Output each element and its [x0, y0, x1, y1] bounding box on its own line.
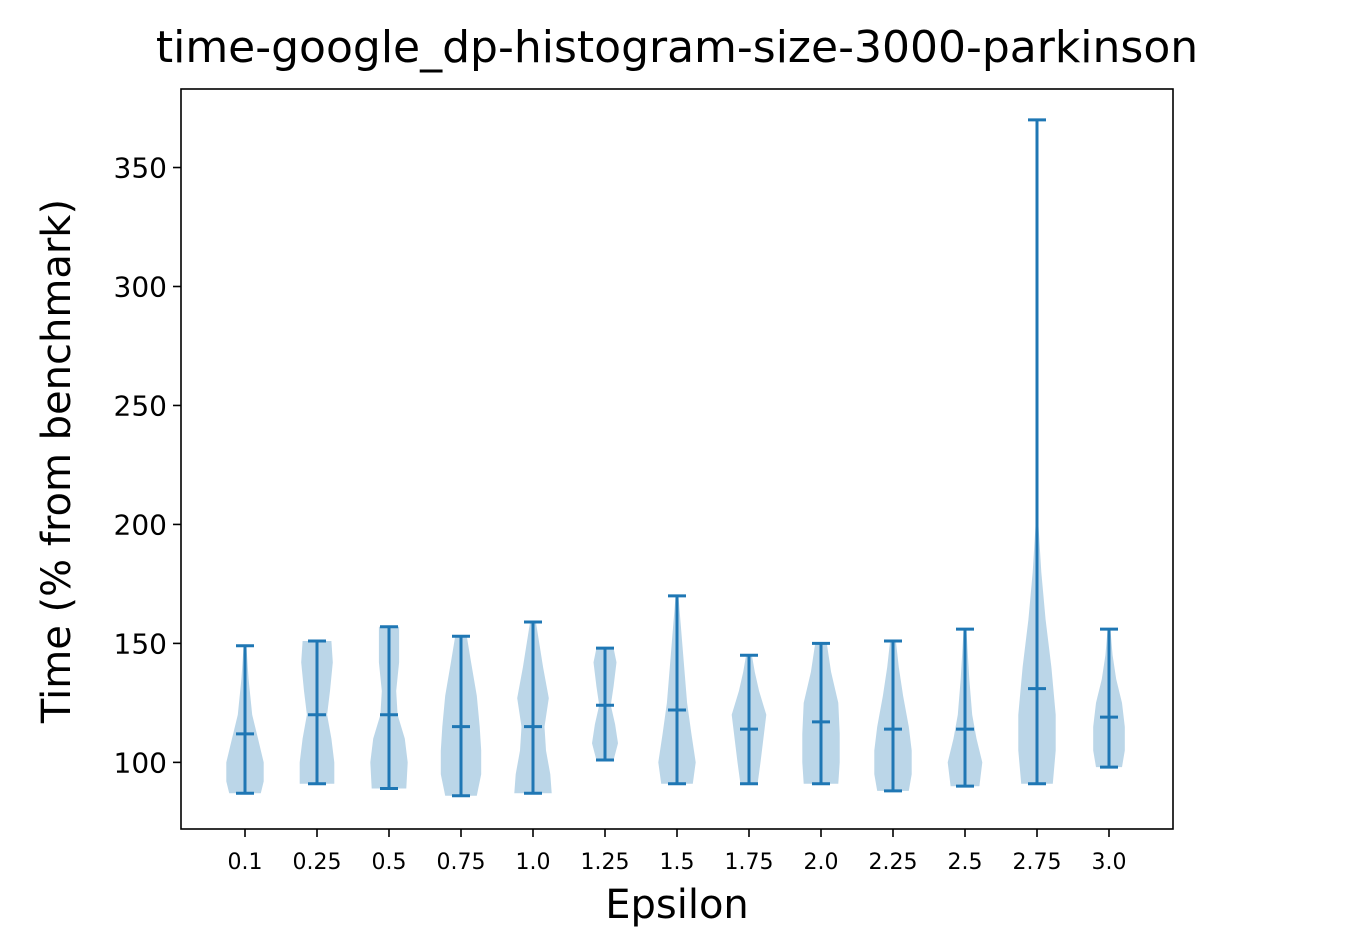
violin-3.0 [1093, 627, 1125, 769]
x-tick-label: 2.0 [804, 850, 839, 875]
violin-0.1 [226, 644, 264, 795]
violin-1.5 [658, 594, 696, 786]
y-tick-label: 350 [114, 152, 167, 185]
violin-2.0 [802, 641, 840, 786]
violin-0.25 [299, 639, 335, 786]
y-axis-label: Time (% from benchmark) [34, 199, 80, 724]
y-axis: 100 150 200 250 300 350 [114, 152, 181, 779]
plot-frame [180, 88, 1174, 830]
x-tick-label: 0.25 [293, 850, 342, 875]
x-axis: 0.1 0.25 0.5 0.75 1.0 1.25 1.5 1.75 2.0 2.25 2.5 2.… [228, 829, 1127, 875]
y-tick-label: 300 [114, 270, 167, 303]
violin-2.5 [947, 627, 983, 788]
x-tick-label: 2.5 [948, 850, 983, 875]
x-tick-label: 2.25 [869, 850, 918, 875]
x-tick-label: 0.1 [228, 850, 263, 875]
violin-series [226, 118, 1125, 798]
x-tick-label: 1.25 [581, 850, 630, 875]
violin-1.75 [731, 653, 767, 786]
x-tick-label: 1.5 [660, 850, 695, 875]
y-tick-label: 250 [114, 389, 167, 422]
violin-2.75 [1018, 118, 1056, 786]
y-tick-label: 200 [114, 508, 167, 541]
chart-title: time-google_dp-histogram-size-3000-parki… [156, 22, 1198, 73]
y-tick-label: 150 [114, 627, 167, 660]
violin-0.5 [370, 625, 408, 791]
x-axis-label: Epsilon [605, 882, 749, 928]
x-tick-label: 0.75 [437, 850, 486, 875]
x-tick-label: 3.0 [1092, 850, 1127, 875]
x-tick-label: 1.0 [516, 850, 551, 875]
x-tick-label: 0.5 [372, 850, 407, 875]
violin-1.25 [592, 646, 618, 762]
y-tick-label: 100 [114, 746, 167, 779]
x-tick-label: 2.75 [1013, 850, 1062, 875]
violin-0.75 [440, 634, 482, 798]
x-tick-label: 1.75 [725, 850, 774, 875]
violin-1.0 [514, 620, 552, 795]
violin-2.25 [874, 639, 912, 793]
